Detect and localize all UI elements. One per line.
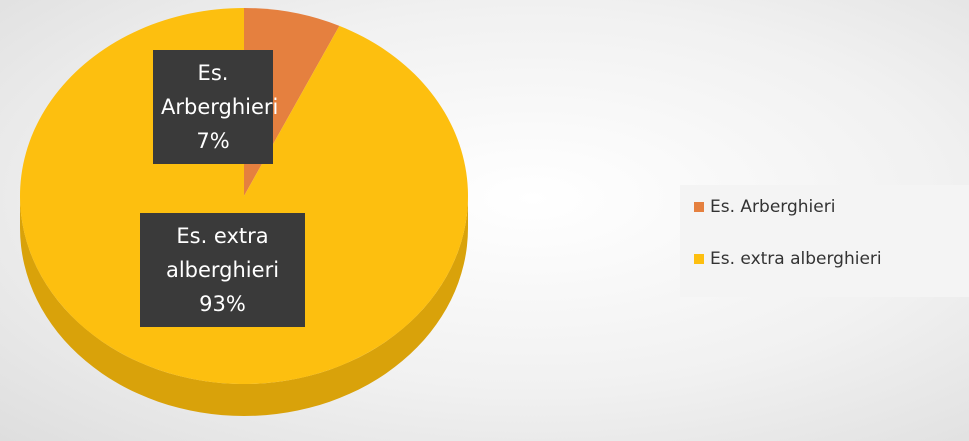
data-label-value: 93% bbox=[199, 292, 246, 316]
legend-label: Es. Arberghieri bbox=[710, 197, 836, 217]
data-label-name: Es. extra alberghieri bbox=[165, 224, 280, 282]
data-label-name: Es. Arberghieri bbox=[161, 61, 279, 119]
data-label: Es. extra alberghieri 93% bbox=[140, 213, 305, 327]
pie-slice bbox=[20, 8, 469, 384]
pie-side bbox=[20, 196, 468, 416]
data-label: Es. Arberghieri 7% bbox=[153, 50, 279, 164]
legend: Es. Arberghieri Es. extra alberghieri bbox=[680, 185, 969, 297]
legend-swatch bbox=[694, 202, 704, 212]
legend-item: Es. extra alberghieri bbox=[694, 249, 882, 269]
data-label-value: 7% bbox=[196, 129, 230, 153]
legend-label: Es. extra alberghieri bbox=[710, 249, 882, 269]
legend-swatch bbox=[694, 254, 704, 264]
legend-item: Es. Arberghieri bbox=[694, 197, 835, 217]
